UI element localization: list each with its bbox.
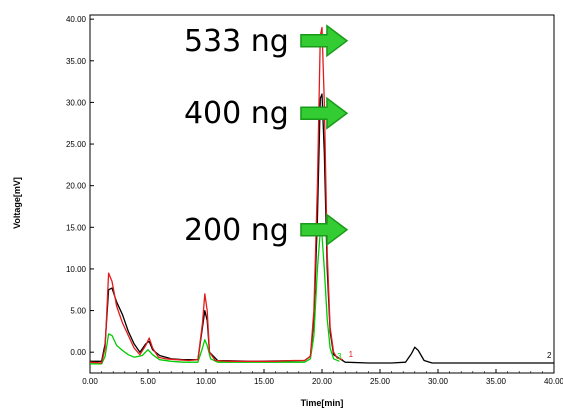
trace-label: 1 (349, 350, 354, 359)
y-tick-label: 0.00 (70, 348, 86, 357)
x-tick-label: 15.00 (254, 377, 275, 386)
trace-labels: 13 2 (337, 350, 552, 361)
x-tick-label: 35.00 (486, 377, 507, 386)
x-tick-label: 20.00 (312, 377, 333, 386)
x-tick-label: 25.00 (370, 377, 391, 386)
y-tick-label: 35.00 (66, 57, 87, 66)
x-tick-label: 10.00 (196, 377, 217, 386)
plot-frame (89, 14, 555, 374)
y-axis-label: Voltage[mV] (12, 177, 22, 229)
y-tick-label: 30.00 (66, 98, 87, 107)
x-tick-label: 5.00 (140, 377, 156, 386)
y-tick-label: 5.00 (70, 307, 86, 316)
trace-label: 3 (337, 352, 342, 361)
annotation-label: 200 ng (184, 213, 289, 248)
x-tick-label: 40.00 (544, 377, 563, 386)
trace-label: 2 (547, 351, 552, 360)
arrow-icon (300, 24, 349, 58)
annotation-label: 400 ng (184, 96, 289, 131)
y-tick-label: 40.00 (66, 15, 87, 24)
x-axis: 0.00 5.00 10.00 15.00 20.00 25.00 30.00 35.00 40… (82, 369, 563, 386)
x-tick-label: 0.00 (82, 377, 98, 386)
y-tick-label: 20.00 (66, 182, 87, 191)
arrow-icon (300, 213, 349, 247)
annotation-label: 533 ng (184, 24, 289, 59)
annotations: 533 ng 400 ng 200 ng (184, 24, 349, 248)
series-line-0 (89, 26, 344, 364)
arrow-icon (300, 96, 349, 130)
y-tick-label: 10.00 (66, 265, 87, 274)
y-axis: 0.00 5.00 10.00 15.00 20.00 25.00 30.00 35.00 40… (66, 15, 94, 357)
y-tick-label: 25.00 (66, 140, 87, 149)
x-axis-label: Time[min] (301, 398, 344, 408)
x-tick-label: 30.00 (428, 377, 449, 386)
y-tick-label: 15.00 (66, 223, 87, 232)
